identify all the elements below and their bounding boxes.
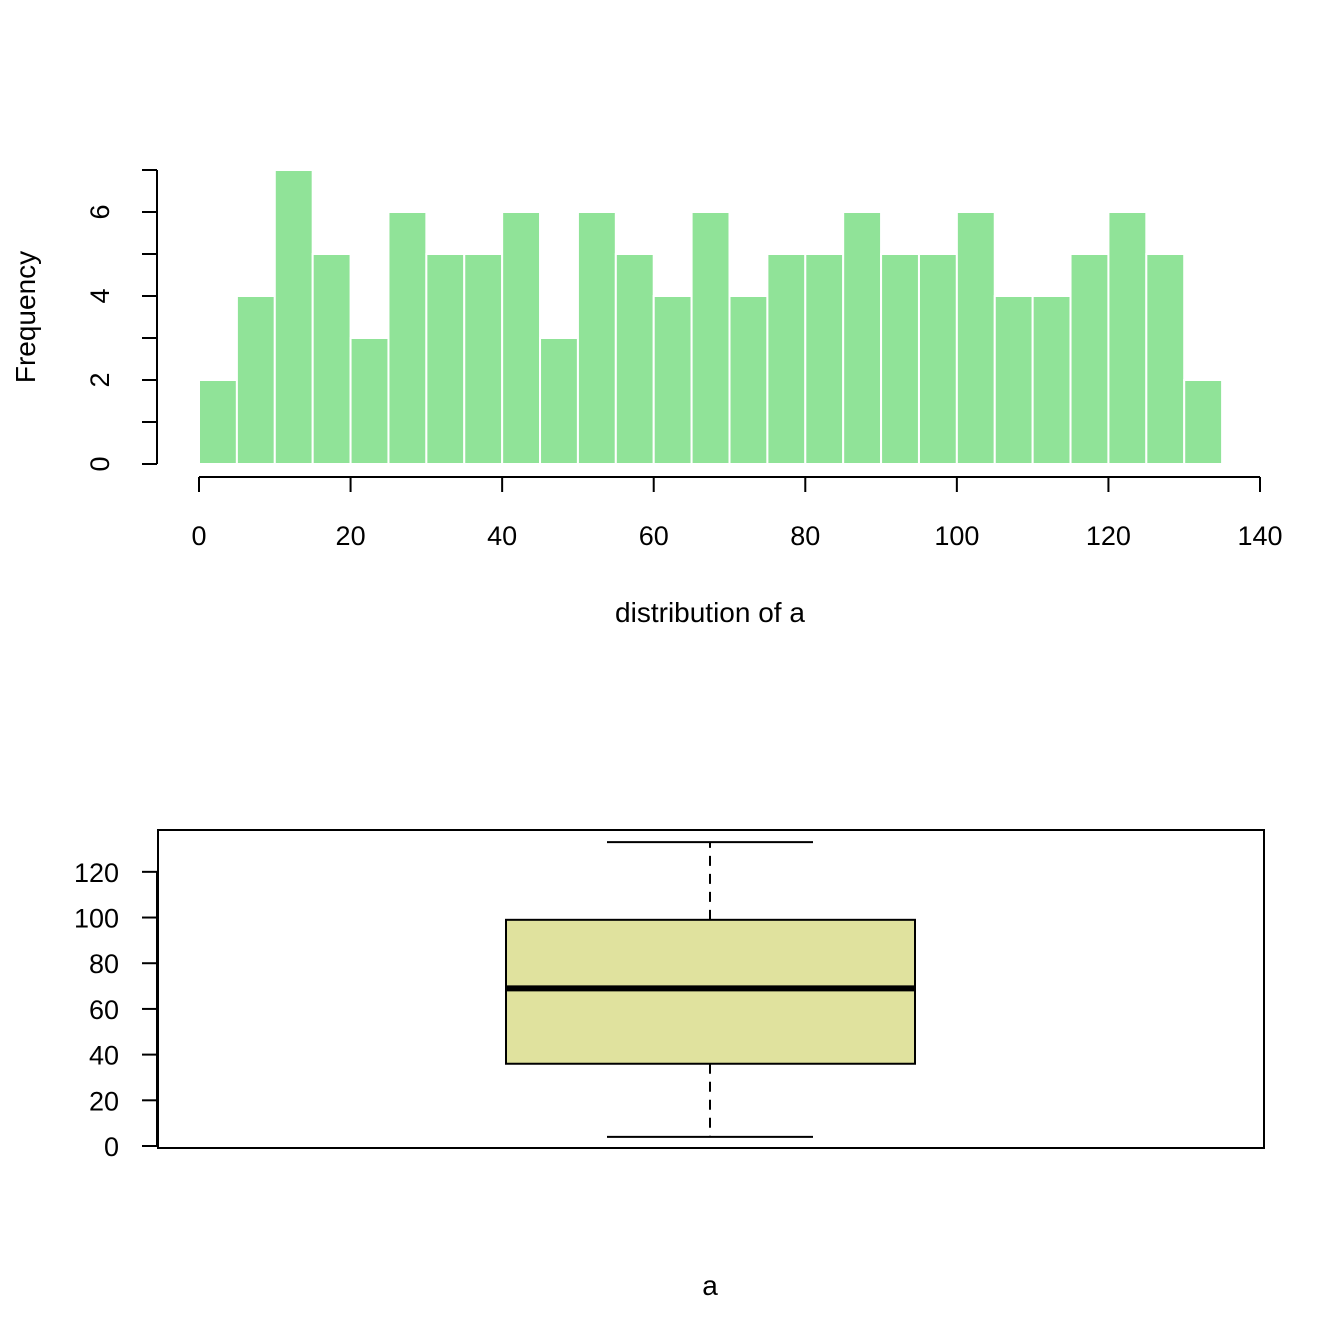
histogram-bar [842,211,883,465]
histogram-bar [955,211,996,465]
boxplot-y-tick-label: 20 [89,1086,119,1116]
histogram-bar [652,295,693,465]
histogram-bar [993,295,1034,465]
histogram-bar [576,211,617,465]
histogram-bar [273,169,314,465]
histogram-bar [614,253,655,465]
histogram-bar [311,253,352,465]
boxplot-panel: 0 20 40 60 80 100 120 a [74,829,1265,1301]
histogram-bar [1145,253,1186,465]
histogram-bar [425,253,466,465]
boxplot-box [505,918,916,1065]
boxplot-y-tick-label: 100 [74,904,119,934]
histogram-x-tick-label: 120 [1086,521,1131,551]
histogram-y-tick-label: 0 [85,456,115,471]
histogram-bar [235,295,276,465]
histogram-bar [1069,253,1110,465]
histogram-y-tick-label: 6 [85,204,115,219]
histogram-x-tick-label: 140 [1237,521,1282,551]
histogram-bar [766,253,807,465]
histogram-bar [198,379,238,465]
boxplot-x-axis-title: a [702,1270,718,1301]
histogram-x-tick-label: 60 [639,521,669,551]
histogram-x-tick-label: 40 [487,521,517,551]
histogram-bar [349,337,390,465]
histogram-y-axis: 0 2 4 6 [85,169,158,472]
boxplot-y-tick-label: 60 [89,995,119,1025]
histogram-bar [728,295,769,465]
histogram-bar [463,253,504,465]
histogram-bar [1031,295,1072,465]
histogram-bar [1183,379,1224,465]
histogram-y-axis-title: Frequency [10,251,41,383]
histogram-panel: 0 20 40 60 80 100 120 140 0 2 4 6 distribution of … [10,169,1283,628]
boxplot-y-tick-label: 0 [104,1132,119,1162]
histogram-bars [198,169,1224,465]
histogram-bar [917,253,958,465]
histogram-bar [501,211,542,465]
histogram-x-tick-label: 80 [790,521,820,551]
boxplot-y-tick-label: 120 [74,858,119,888]
histogram-y-tick-label: 2 [85,372,115,387]
histogram-bar [539,337,579,465]
histogram-x-axis-title: distribution of a [615,597,805,628]
boxplot-y-tick-label: 40 [89,1041,119,1071]
boxplot-marks [505,841,916,1138]
histogram-x-tick-label: 0 [191,521,206,551]
histogram-x-tick-label: 20 [336,521,366,551]
boxplot-y-tick-label: 80 [89,949,119,979]
histogram-bar [804,253,845,465]
boxplot-y-axis: 0 20 40 60 80 100 120 [74,858,158,1162]
histogram-bar [387,211,428,465]
histogram-y-tick-label: 4 [85,288,115,303]
histogram-bar [690,211,731,465]
histogram-bar [1107,211,1148,465]
histogram-x-tick-label: 100 [934,521,979,551]
histogram-x-axis: 0 20 40 60 80 100 120 140 [191,476,1283,551]
histogram-bar [880,253,920,465]
